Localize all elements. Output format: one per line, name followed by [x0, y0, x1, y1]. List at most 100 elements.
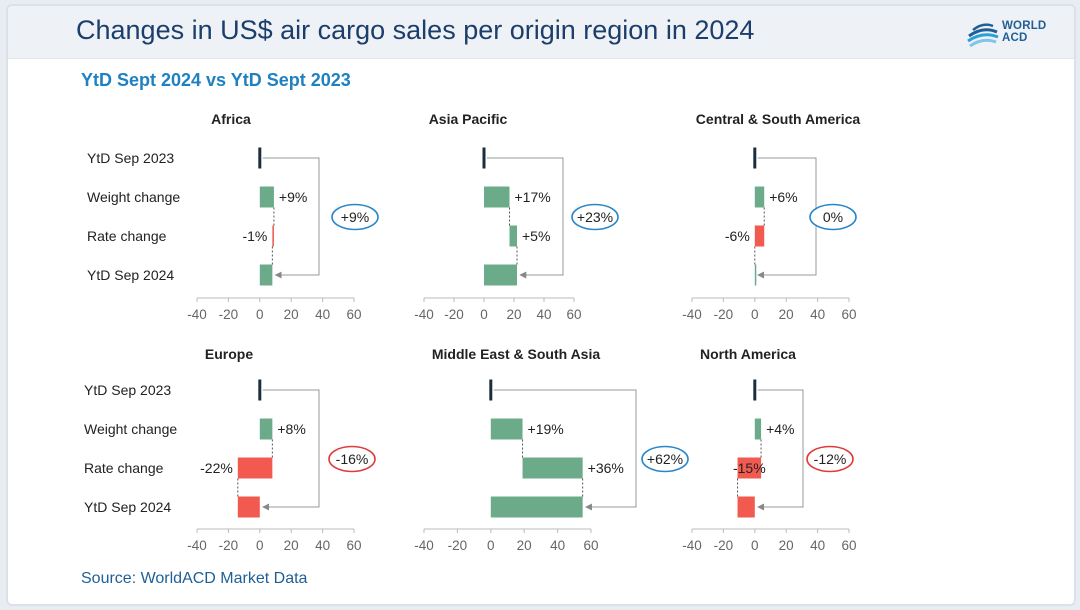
x-tick-label: 0	[256, 538, 264, 553]
logo-line-1: WORLD	[1002, 20, 1047, 32]
x-tick-label: -40	[187, 307, 207, 322]
baseline-bar	[489, 379, 493, 401]
total-change-circle	[641, 445, 689, 473]
chart-title: Africa	[211, 111, 251, 127]
total-connector-arrow	[757, 157, 817, 279]
chart-panel-2: Asia Pacific -40 -20 0 20 40 60 +17% +5% +23%	[414, 111, 619, 322]
total-change-label: +23%	[577, 209, 613, 225]
total-connector-arrow	[262, 157, 320, 279]
category-label: YtD Sep 2023	[84, 382, 171, 398]
ytd-2024-bar	[490, 496, 583, 518]
x-tick-label: 0	[751, 538, 759, 553]
x-tick-label: 20	[779, 538, 794, 553]
total-connector-arrow	[487, 157, 564, 279]
x-tick-label: 0	[487, 538, 495, 553]
x-tick-label: -20	[444, 307, 464, 322]
x-tick-label: 60	[566, 307, 581, 322]
ytd-2024-bar	[737, 496, 755, 518]
data-label: +19%	[528, 421, 564, 437]
chart-title: Asia Pacific	[429, 111, 508, 127]
baseline-bar	[753, 379, 757, 401]
header-bar: Changes in US$ air cargo sales per origi…	[8, 6, 1074, 59]
rate-change-bar	[754, 225, 765, 247]
category-label: Rate change	[84, 460, 164, 476]
rate-change-bar	[272, 225, 274, 247]
x-tick-label: 40	[810, 307, 825, 322]
x-tick-label: 60	[346, 307, 361, 322]
data-label: +5%	[522, 228, 550, 244]
data-label: +9%	[279, 189, 307, 205]
rate-change-bar	[509, 225, 517, 247]
category-label: YtD Sep 2024	[84, 499, 171, 515]
ytd-2024-bar	[237, 496, 260, 518]
category-label: Rate change	[87, 228, 167, 244]
x-tick-label: 20	[517, 538, 532, 553]
x-tick-label: 40	[315, 307, 330, 322]
x-tick-label: -20	[714, 307, 734, 322]
chart-title: Middle East & South Asia	[432, 346, 600, 362]
x-tick-label: -40	[414, 307, 434, 322]
x-tick-label: 20	[779, 307, 794, 322]
category-label: YtD Sep 2024	[87, 267, 174, 283]
chart-panel-1: Africa -40 -20 0 20 40 60 YtD Sep 2023 Weight ch…	[87, 111, 379, 322]
total-connector-arrow	[262, 389, 320, 511]
globe-swoosh-icon	[967, 23, 999, 48]
total-change-circle	[809, 203, 857, 231]
weight-change-bar	[754, 418, 762, 440]
category-label: Weight change	[84, 421, 177, 437]
x-tick-label: 60	[583, 538, 598, 553]
baseline-bar	[753, 147, 757, 169]
chart-panel-5: Middle East & South Asia -40 -20 0 20 40 60 +19…	[414, 346, 689, 553]
x-tick-label: 0	[751, 307, 759, 322]
total-change-circle	[331, 203, 379, 231]
chart-panel-3: Central & South America -40 -20 0 20 40 60 +6% -…	[682, 111, 860, 322]
data-label: -6%	[725, 228, 750, 244]
total-change-circle	[328, 445, 376, 473]
charts-area: Africa -40 -20 0 20 40 60 YtD Sep 2023 Weight ch…	[84, 111, 860, 553]
rate-change-bar	[737, 457, 762, 479]
rate-change-bar	[237, 457, 273, 479]
data-label: +6%	[769, 189, 797, 205]
logo-line-2: ACD	[1002, 32, 1028, 44]
x-tick-label: 40	[536, 307, 551, 322]
x-tick-label: 20	[284, 307, 299, 322]
chart-panel-6: North America -40 -20 0 20 40 60 +4% -15% -12%	[682, 346, 856, 553]
chart-title: Central & South America	[696, 111, 861, 127]
x-tick-label: 0	[480, 307, 488, 322]
data-label: +36%	[588, 460, 624, 476]
data-label: -22%	[200, 460, 233, 476]
x-tick-label: 40	[550, 538, 565, 553]
baseline-bar	[482, 147, 486, 169]
x-tick-label: -40	[414, 538, 434, 553]
total-change-circle	[571, 203, 619, 231]
baseline-bar	[258, 147, 262, 169]
data-label: -15%	[733, 460, 766, 476]
x-tick-label: -20	[219, 307, 239, 322]
source-note: Source: WorldACD Market Data	[81, 570, 308, 587]
data-label: +8%	[277, 421, 305, 437]
x-tick-label: -40	[187, 538, 207, 553]
total-change-label: +62%	[647, 451, 683, 467]
total-connector-arrow	[493, 389, 637, 511]
ytd-2024-bar	[484, 264, 517, 286]
x-tick-label: -20	[714, 538, 734, 553]
data-label: -1%	[242, 228, 267, 244]
rate-change-bar	[522, 457, 583, 479]
chart-title: North America	[700, 346, 796, 362]
total-change-label: 0%	[823, 209, 843, 225]
x-tick-label: 60	[841, 538, 856, 553]
x-tick-label: -20	[448, 538, 468, 553]
weight-change-bar	[259, 418, 273, 440]
baseline-bar	[258, 379, 262, 401]
ytd-2024-bar	[754, 264, 757, 286]
weight-change-bar	[259, 186, 274, 208]
worldacd-logo: WORLD ACD	[965, 16, 1065, 52]
x-tick-label: 0	[256, 307, 264, 322]
ytd-2024-bar	[259, 264, 273, 286]
subtitle: YtD Sept 2024 vs YtD Sept 2023	[81, 70, 351, 90]
category-label: Weight change	[87, 189, 180, 205]
x-tick-label: 20	[506, 307, 521, 322]
weight-change-bar	[490, 418, 523, 440]
data-label: +17%	[515, 189, 551, 205]
x-tick-label: 60	[841, 307, 856, 322]
